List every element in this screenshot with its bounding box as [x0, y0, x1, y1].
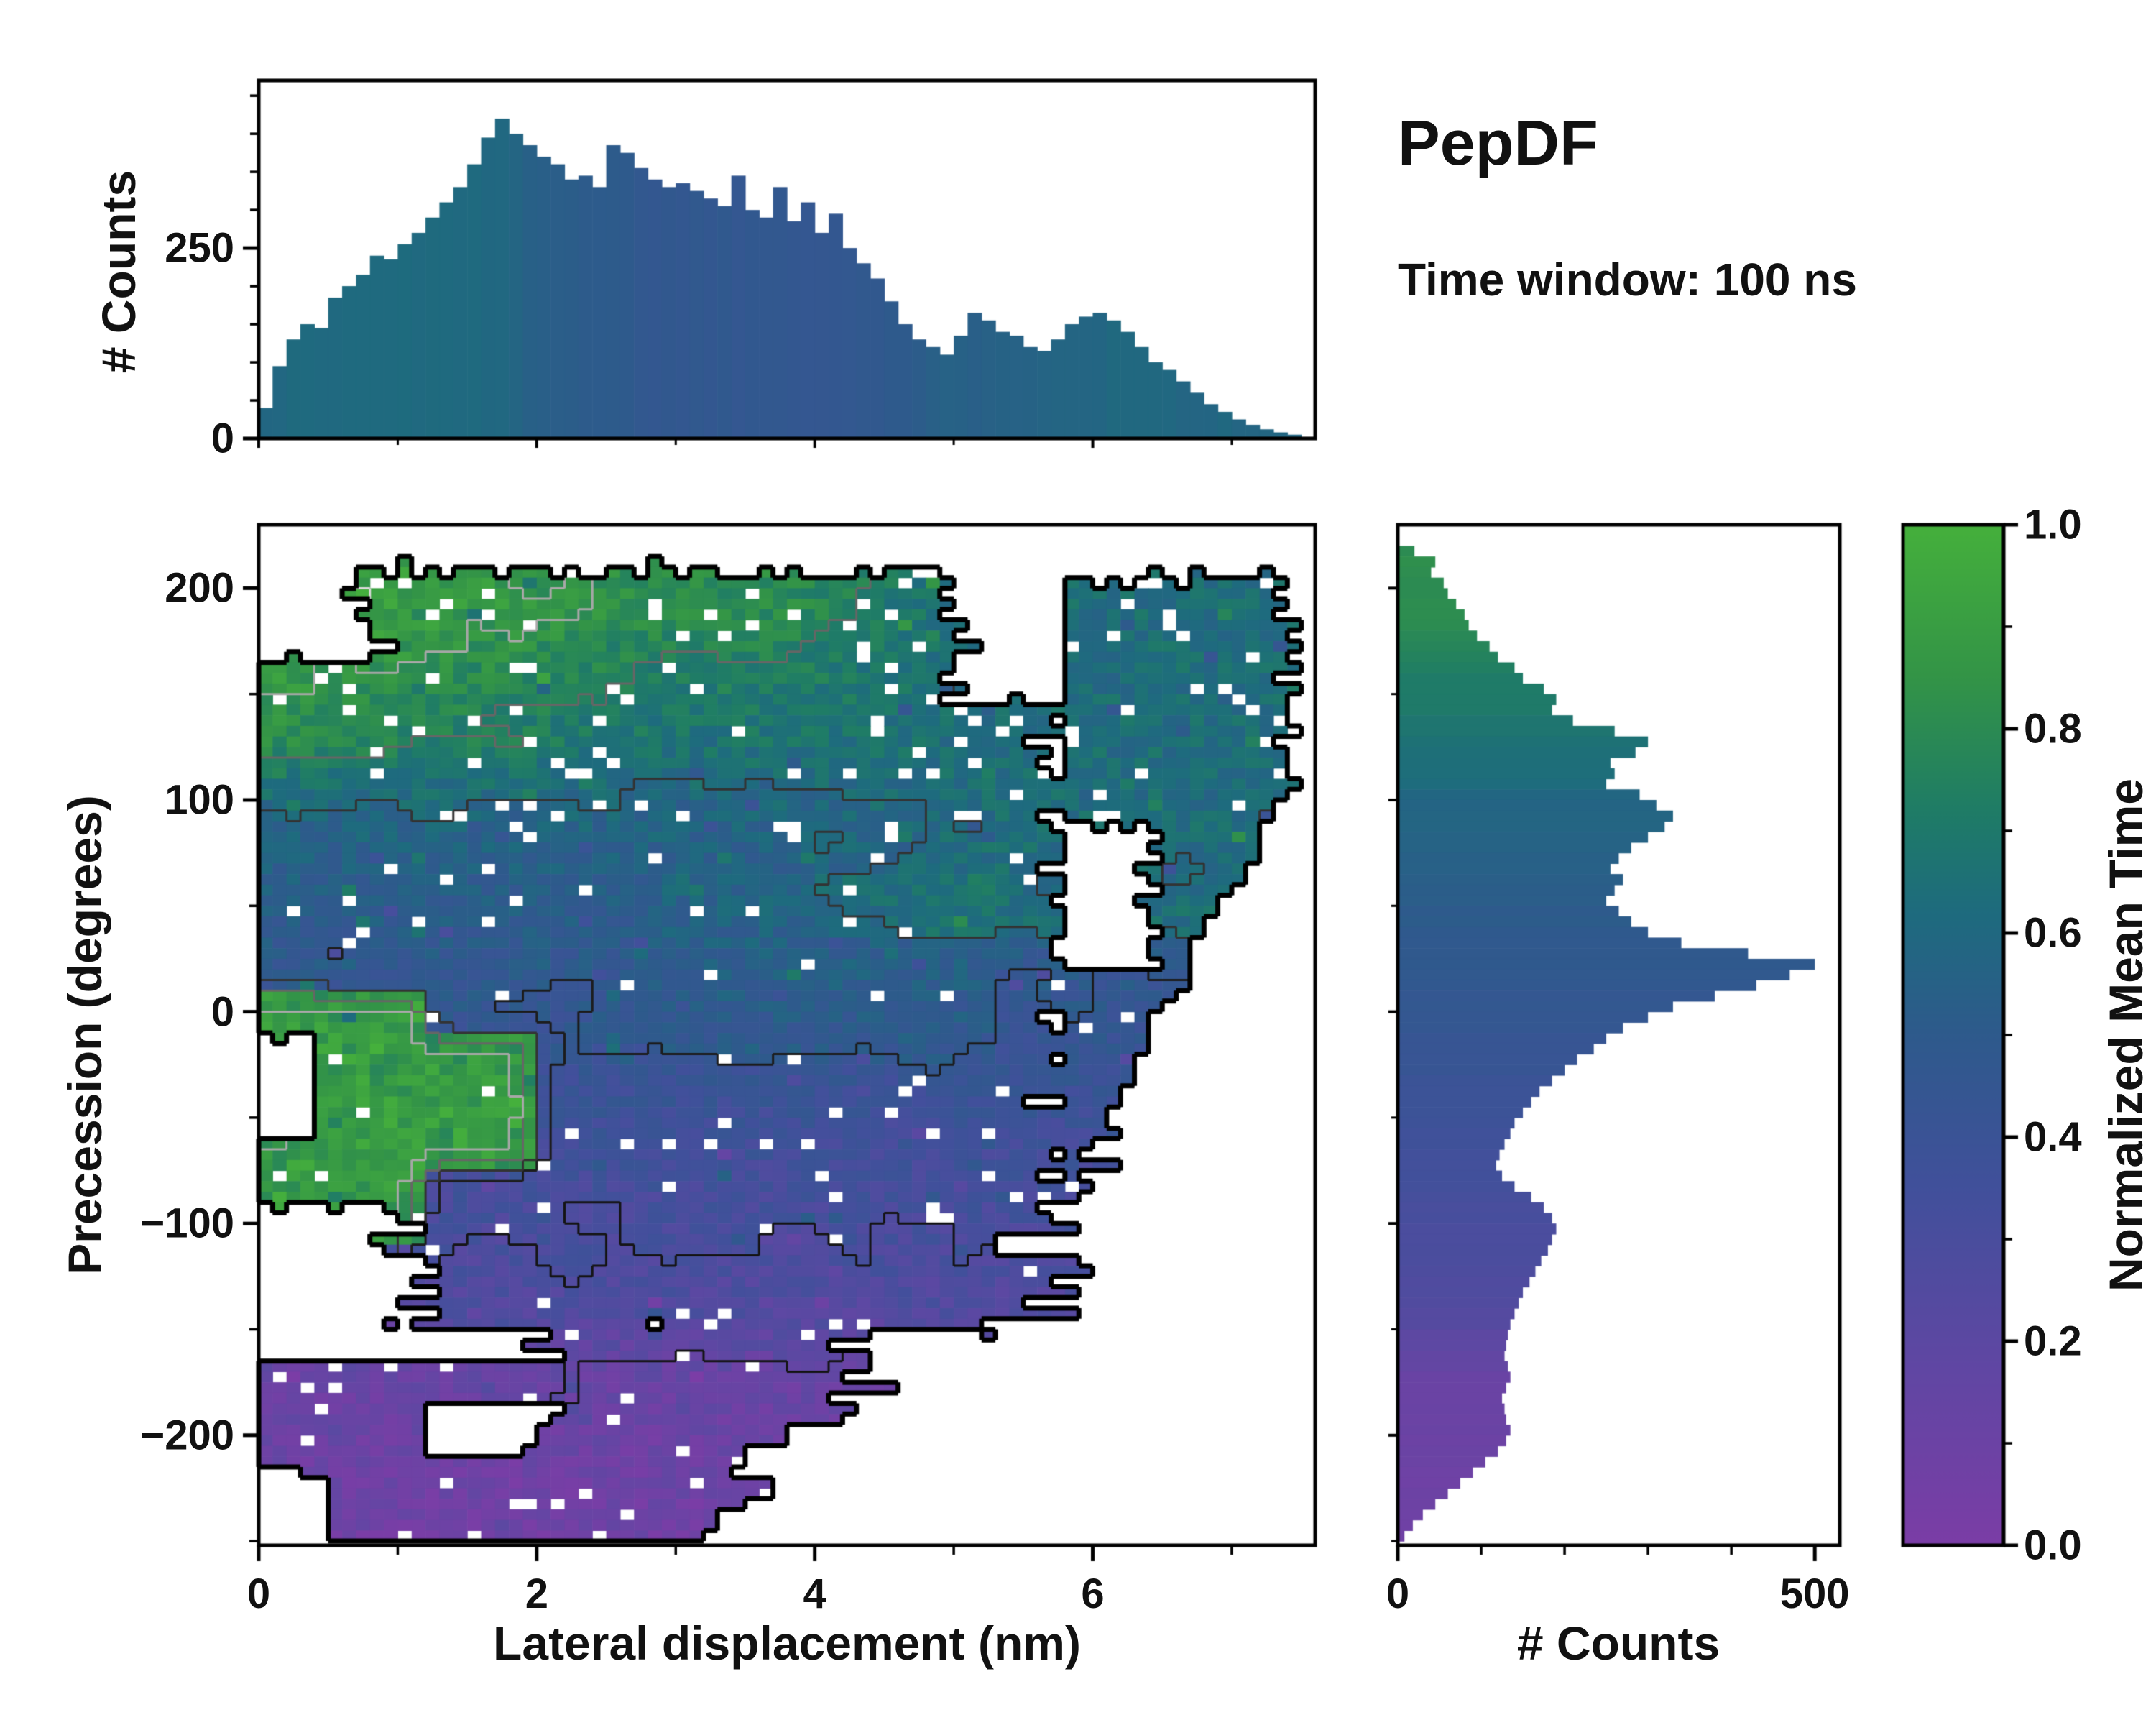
right-hist-x-tick-label: 500 — [1779, 1570, 1850, 1617]
main-x-tick-label: 4 — [803, 1570, 826, 1617]
figure-subtitle: Time window: 100 ns — [1398, 254, 1857, 305]
main-x-axis-label: Lateral displacement (nm) — [493, 1616, 1081, 1670]
colorbar-tick-label: 0.4 — [2024, 1113, 2082, 1161]
figure-title: PepDF — [1398, 107, 1598, 178]
colorbar-tick-label: 0.8 — [2024, 705, 2082, 753]
colorbar-tick-label: 0.2 — [2024, 1317, 2082, 1365]
main-y-tick-label: 0 — [211, 988, 234, 1036]
colorbar-tick-label: 1.0 — [2024, 501, 2082, 548]
top-hist-y-tick-label: 0 — [211, 415, 234, 462]
colorbar-tick-label: 0.0 — [2024, 1522, 2082, 1569]
main-y-tick-label: −100 — [140, 1200, 234, 1247]
main-y-axis-label: Precession (degrees) — [58, 795, 111, 1275]
main-x-tick-label: 2 — [525, 1570, 548, 1617]
main-y-tick-label: −200 — [140, 1412, 234, 1459]
top-hist-y-axis-label: # Counts — [92, 170, 145, 374]
colorbar-label: Normalized Mean Time — [2099, 778, 2152, 1292]
right-hist-x-axis-label: # Counts — [1516, 1616, 1720, 1670]
main-y-tick-label: 100 — [165, 776, 234, 824]
main-x-tick-label: 0 — [247, 1570, 271, 1617]
main-x-tick-label: 6 — [1081, 1570, 1105, 1617]
top-hist-y-tick-label: 250 — [165, 224, 234, 272]
colorbar-tick-label: 0.6 — [2024, 909, 2082, 957]
right-hist-x-tick-label: 0 — [1386, 1570, 1410, 1617]
main-y-tick-label: 200 — [165, 564, 234, 612]
